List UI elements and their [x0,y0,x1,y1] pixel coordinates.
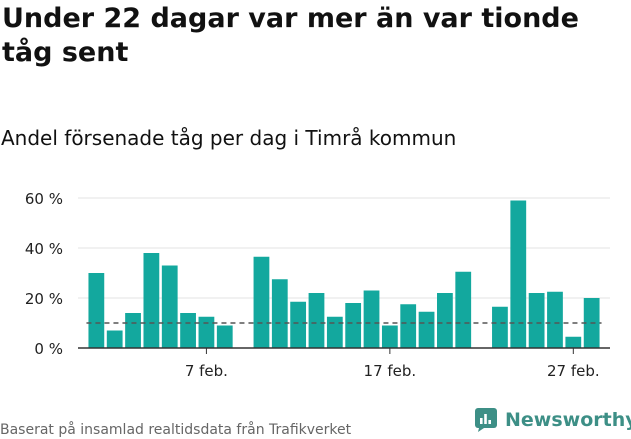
bar [125,313,141,348]
bar [565,336,582,348]
bar [345,303,362,348]
y-axis-ticks: 0 % 20 % 40 % 60 % [25,190,63,358]
bar [381,325,398,348]
bar [437,293,453,348]
y-tick-label: 0 % [34,340,63,358]
bars [88,200,600,348]
bar [271,279,288,348]
bar [198,316,215,348]
y-tick-label: 20 % [25,290,63,308]
chart-title: Under 22 dagar var mer än var tionde tåg… [2,3,579,68]
bar [216,325,233,348]
x-tick-label: 7 feb. [185,362,228,380]
y-tick-label: 40 % [25,240,63,258]
source-note: Baserat på insamlad realtidsdata från Tr… [0,422,352,438]
bar [106,330,123,348]
bar [510,200,527,348]
bar [455,271,472,348]
bar-chart: 0 % 20 % 40 % 60 % 7 feb. 17 feb. 27 feb. [25,190,610,380]
x-tick-label: 17 feb. [364,362,417,380]
bar [180,313,196,348]
x-tick-label: 27 feb. [547,362,600,380]
bar [418,311,435,348]
bar [290,301,307,348]
bar [363,290,380,348]
bar [326,316,343,348]
logo-icon [475,408,497,432]
bar [143,253,160,348]
brand-name: Newsworthy [505,409,631,431]
bar [547,291,563,348]
bar [528,293,545,348]
newsworthy-logo: Newsworthy [474,407,631,433]
bar [161,265,178,348]
bar [308,293,325,348]
chart-subtitle: Andel försenade tåg per dag i Timrå komm… [1,126,457,150]
bar [88,273,105,348]
bar [253,256,270,348]
bar [492,306,508,348]
y-tick-label: 60 % [25,190,63,208]
bar [400,304,417,348]
x-axis-ticks: 7 feb. 17 feb. 27 feb. [185,348,600,380]
